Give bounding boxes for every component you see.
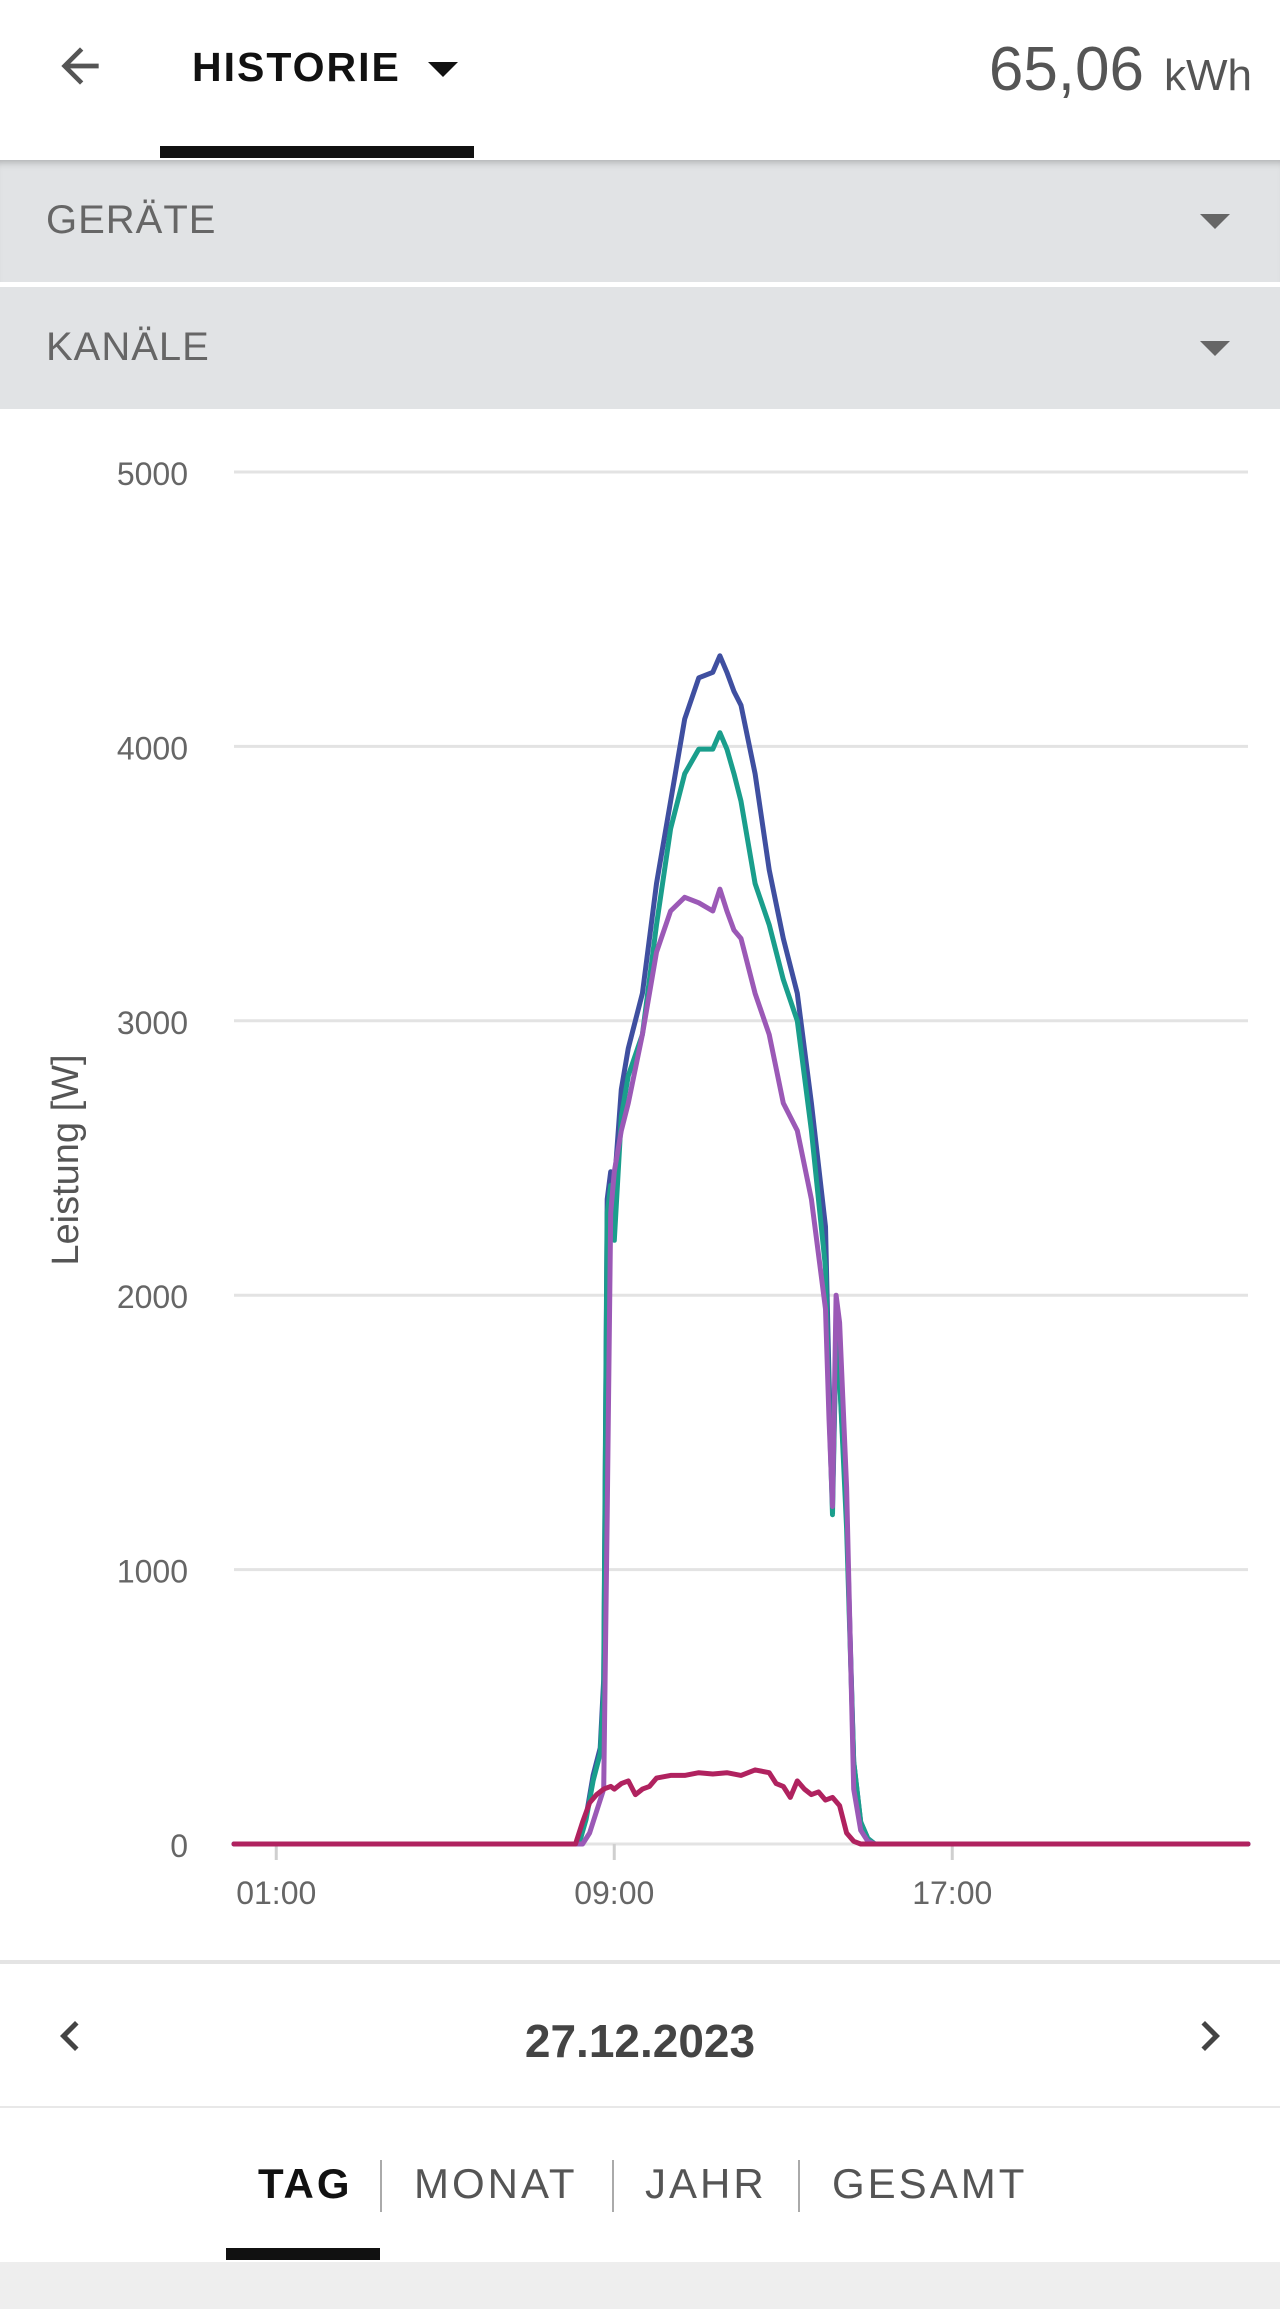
previous-day-button[interactable] [30, 1996, 110, 2076]
y-tick-label: 3000 [117, 1005, 188, 1041]
y-tick-label: 4000 [117, 730, 188, 766]
tab-active-indicator [160, 146, 474, 158]
channels-dropdown[interactable]: KANÄLE [0, 287, 1280, 409]
power-chart: 0 1000 2000 3000 4000 5000 01:00 09:00 17:00 Le… [0, 410, 1280, 1960]
tab-monat[interactable]: MONAT [414, 2160, 578, 2207]
current-date: 27.12.2023 [524, 2015, 756, 2067]
channels-dropdown-label: KANÄLE [46, 325, 210, 369]
tab-historie[interactable]: HISTORIE [160, 0, 474, 158]
devices-dropdown-label: GERÄTE [46, 198, 217, 242]
date-navigation: 27.12.2023 [0, 1966, 1280, 2108]
tab-tag[interactable]: TAG [258, 2160, 353, 2207]
y-tick-label: 2000 [117, 1279, 188, 1315]
caret-down-icon [428, 62, 458, 77]
chevron-right-icon [1201, 2021, 1220, 2051]
y-tick-label: 5000 [117, 456, 188, 492]
x-tick-label: 09:00 [574, 1875, 654, 1911]
chevron-left-icon [60, 2021, 79, 2051]
tab-divider [612, 2160, 614, 2212]
caret-down-icon [1200, 214, 1230, 229]
tab-divider [798, 2160, 800, 2212]
energy-total: 65,06 kWh [989, 34, 1252, 105]
power-chart-svg: 0 1000 2000 3000 4000 5000 01:00 09:00 17:00 Le… [45, 456, 1251, 1911]
next-day-button[interactable] [1170, 1996, 1250, 2076]
bottom-bar [0, 2262, 1280, 2309]
series-line-1 [231, 653, 1251, 1847]
divider [0, 1960, 1280, 1964]
series-line-2 [231, 730, 1251, 1847]
y-tick-label: 0 [170, 1828, 188, 1864]
tab-historie-label: HISTORIE [192, 44, 401, 90]
x-tick-label: 17:00 [912, 1875, 992, 1911]
caret-down-icon [1200, 341, 1230, 356]
y-tick-label: 1000 [117, 1554, 188, 1590]
tab-gesamt[interactable]: GESAMT [832, 2160, 1028, 2207]
tab-divider [380, 2160, 382, 2212]
x-tick-label: 01:00 [236, 1875, 316, 1911]
back-button[interactable] [40, 26, 120, 106]
series-line-4 [231, 1767, 1251, 1847]
app-header: HISTORIE 65,06 kWh [0, 0, 1280, 158]
energy-total-unit: kWh [1164, 51, 1252, 100]
devices-dropdown[interactable]: GERÄTE [0, 160, 1280, 282]
arrow-left-icon [61, 47, 99, 85]
energy-total-value: 65,06 [988, 35, 1144, 104]
tab-jahr[interactable]: JAHR [645, 2160, 767, 2207]
period-tabs: TAG MONAT JAHR GESAMT [0, 2108, 1280, 2260]
series-line-3 [231, 886, 1251, 1847]
y-axis-label: Leistung [W] [45, 1054, 87, 1265]
tab-active-indicator [226, 2248, 380, 2260]
